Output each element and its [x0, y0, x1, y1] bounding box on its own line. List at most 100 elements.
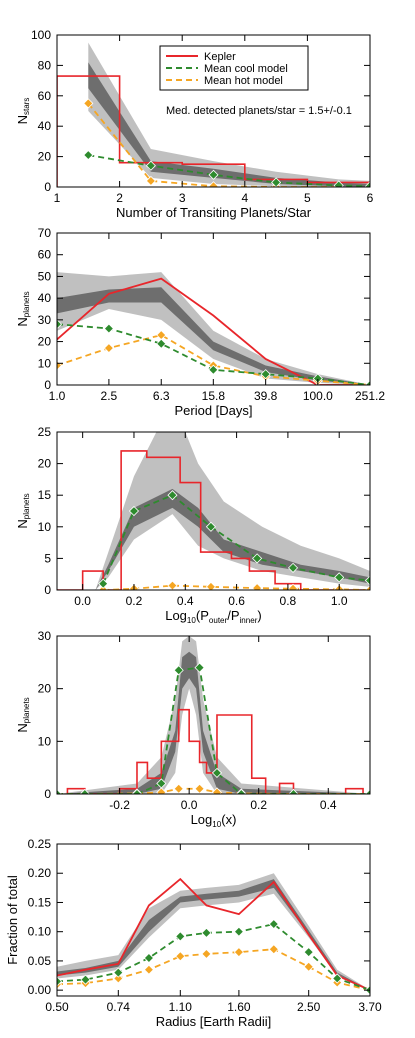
- legend-label: Mean cool model: [204, 63, 288, 75]
- y-axis-label: Nplanets: [15, 291, 31, 326]
- cool-model-line: [102, 494, 370, 585]
- hot-model-point: [268, 944, 279, 955]
- hot-model-point: [205, 581, 217, 590]
- plot-area: [57, 873, 370, 996]
- y-tick-label: 15: [38, 488, 52, 502]
- y-tick-label: 20: [38, 682, 52, 696]
- cool-model-point: [208, 169, 219, 180]
- x-tick-label: 5: [304, 191, 311, 205]
- cool-model-point: [201, 927, 212, 938]
- plot-area: [57, 42, 370, 187]
- plot-area: [57, 636, 370, 794]
- inner-band: [57, 287, 370, 385]
- hot-model-point: [303, 961, 314, 972]
- label-subscript: planets: [22, 291, 31, 317]
- label-part: /P: [227, 608, 239, 623]
- label-part: N: [15, 723, 30, 732]
- x-tick-label: 4: [241, 191, 248, 205]
- label-part: Number of Transiting Planets/Star: [116, 205, 312, 220]
- x-tick-label: 0.8: [280, 594, 297, 608]
- outer-band: [88, 42, 370, 187]
- outer-band: [57, 873, 370, 991]
- legend-label: Kepler: [204, 51, 236, 63]
- hot-model-point: [208, 181, 219, 187]
- plot-frame: [56, 34, 371, 188]
- x-tick-label: 2: [116, 191, 123, 205]
- plot-frame: [56, 431, 371, 591]
- x-tick-label: 6.3: [153, 389, 170, 403]
- x-tick-label: 2.50: [297, 1000, 321, 1014]
- x-tick-label: -0.2: [109, 798, 130, 812]
- y-tick-label: 10: [38, 520, 52, 534]
- cool-model-point: [233, 926, 244, 937]
- hot-model-point: [252, 583, 263, 590]
- x-tick-label: 0.4: [177, 594, 194, 608]
- x-tick-label: 0.2: [250, 798, 267, 812]
- cool-model-point: [205, 521, 217, 532]
- inner-band: [57, 879, 370, 991]
- y-tick-label: 10: [38, 734, 52, 748]
- kepler-line: [57, 75, 370, 187]
- x-axis-label: Radius [Earth Radii]: [156, 1014, 272, 1029]
- y-axis-label: Nplanets: [15, 697, 31, 732]
- cool-model-point: [333, 180, 344, 187]
- y-tick-label: 25: [38, 425, 52, 439]
- x-tick-label: 0.0: [181, 798, 198, 812]
- label-part: Log: [191, 812, 213, 827]
- label-part: (P: [196, 608, 209, 623]
- cool-model-point: [364, 379, 370, 385]
- x-axis-label: Number of Transiting Planets/Star: [116, 205, 312, 220]
- cool-model-line: [57, 923, 370, 992]
- cool-model-point: [208, 364, 219, 375]
- label-part: N: [15, 317, 30, 326]
- y-tick-label: 30: [38, 313, 52, 327]
- cool-model-point: [103, 323, 114, 334]
- hot-model-point: [83, 98, 94, 109]
- y-tick-label: 0.05: [28, 954, 52, 968]
- y-tick-label: 60: [38, 89, 52, 103]
- outer-band: [95, 432, 370, 590]
- hot-model-point: [194, 783, 205, 794]
- cool-model-point: [236, 788, 247, 794]
- y-tick-label: 0.10: [28, 925, 52, 939]
- cool-model-point: [145, 160, 156, 171]
- chart-panel-5: 0.50 0.74 1.10 1.60 2.50 3.70 0.00 0.05 0.10 0.15…: [5, 837, 382, 1029]
- x-tick-label: 0.2: [126, 594, 143, 608]
- cool-model-point: [303, 947, 314, 958]
- x-tick-label: 15.8: [202, 389, 226, 403]
- cool-model-point: [57, 319, 63, 330]
- x-tick-label: 1.60: [227, 1000, 251, 1014]
- kepler-line: [57, 277, 370, 385]
- hot-model-line: [103, 584, 370, 590]
- y-tick-label: 80: [38, 58, 52, 72]
- y-tick-label: 30: [38, 629, 52, 643]
- x-tick-label: 39.8: [254, 389, 278, 403]
- x-tick-label: 0.0: [74, 594, 91, 608]
- y-tick-label: 0.25: [28, 837, 52, 851]
- y-tick-label: 0.20: [28, 866, 52, 880]
- label-part: Period [Days]: [174, 403, 252, 418]
- y-tick-label: 100: [31, 28, 51, 42]
- x-tick-label: 100.0: [303, 389, 333, 403]
- x-tick-label: 1: [54, 191, 61, 205]
- label-subscript: 10: [187, 616, 196, 625]
- y-tick-label: 5: [44, 551, 51, 565]
- cool-model-point: [156, 778, 167, 789]
- label-part: N: [15, 115, 30, 124]
- cool-model-point: [364, 181, 370, 187]
- hot-model-point: [143, 964, 154, 975]
- label-part: N: [15, 519, 30, 528]
- inner-band: [57, 651, 370, 794]
- cool-model-point: [79, 788, 90, 794]
- y-tick-label: 0.00: [28, 983, 52, 997]
- cool-model-point: [98, 578, 109, 589]
- x-tick-label: 3.70: [358, 1000, 382, 1014]
- cool-model-point: [288, 788, 299, 794]
- cool-model-point: [175, 931, 186, 942]
- y-axis-label: Nstars: [15, 98, 31, 125]
- cool-model-point: [194, 662, 205, 673]
- kepler-line: [57, 877, 370, 991]
